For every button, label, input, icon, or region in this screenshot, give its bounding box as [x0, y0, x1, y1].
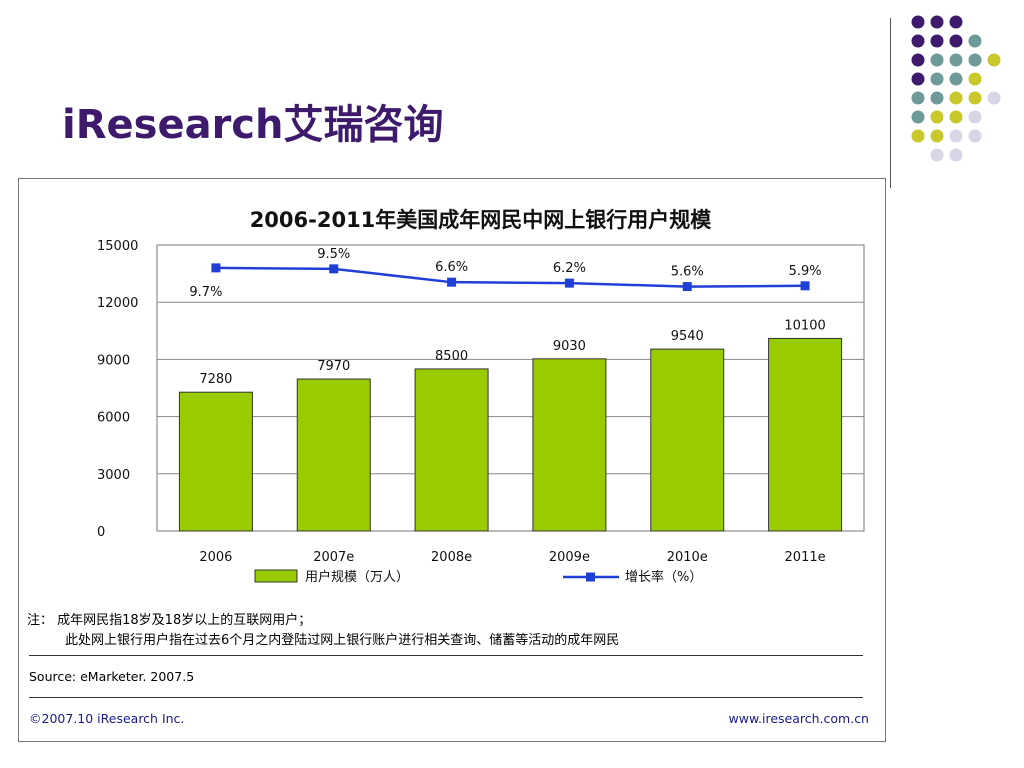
bar-value-label: 7970 [317, 359, 350, 374]
decorative-dot [968, 72, 982, 86]
note-line-1: 注： 成年网民指18岁及18岁以上的互联网用户； [27, 613, 312, 628]
bar-value-label: 9030 [553, 339, 586, 354]
decorative-dot [930, 91, 944, 105]
y-tick-label: 3000 [97, 468, 130, 483]
note-line-2: 此处网上银行用户指在过去6个月之内登陆过网上银行账户进行相关查询、储蓄等活动的成… [65, 633, 620, 648]
y-tick-label: 6000 [97, 411, 130, 426]
bar-value-label: 9540 [671, 329, 704, 344]
y-tick-label: 0 [97, 525, 105, 540]
decorative-dot [911, 110, 925, 124]
decorative-dot [968, 53, 982, 67]
growth-rate-label: 9.7% [189, 285, 222, 300]
growth-rate-marker [800, 281, 810, 291]
bar-value-label: 8500 [435, 349, 468, 364]
bar-value-label: 10100 [784, 318, 825, 333]
x-tick-label: 2008e [431, 550, 472, 565]
growth-rate-label: 5.9% [789, 264, 822, 279]
decorative-dot [911, 72, 925, 86]
decorative-dot [949, 15, 963, 29]
bar [650, 348, 725, 532]
growth-rate-label: 9.5% [317, 247, 350, 262]
legend-bar-label: 用户规模（万人） [305, 569, 409, 585]
growth-rate-marker [564, 278, 574, 288]
y-tick-label: 15000 [97, 239, 138, 254]
decorative-dot [987, 91, 1001, 105]
growth-rate-marker [682, 282, 692, 292]
bar [296, 378, 371, 532]
decorative-dot [930, 53, 944, 67]
growth-rate-marker [329, 264, 339, 274]
decorative-dot [930, 148, 944, 162]
decorative-dot [968, 91, 982, 105]
decorative-dot [930, 110, 944, 124]
footer-url: www.iresearch.com.cn [728, 711, 870, 726]
decorative-dot [911, 91, 925, 105]
slide-title: iResearch艾瑞咨询 [62, 102, 444, 148]
legend-bar-swatch [254, 569, 298, 583]
decorative-dot [949, 72, 963, 86]
decorative-dot [911, 34, 925, 48]
legend-line-marker [586, 572, 595, 582]
decorative-dot [949, 110, 963, 124]
decorative-dot [949, 34, 963, 48]
x-tick-label: 2009e [549, 550, 590, 565]
chart-panel: 2006-2011年美国成年网民中网上银行用户规模 0 3000 6000 9000 12… [18, 178, 886, 742]
decorative-dot [968, 110, 982, 124]
decorative-dot [911, 129, 925, 143]
decorative-dots [911, 15, 1001, 162]
decorative-dot [949, 91, 963, 105]
divider-line [890, 18, 891, 188]
x-tick-label: 2010e [667, 550, 708, 565]
growth-rate-label: 6.2% [553, 261, 586, 276]
y-tick-label: 12000 [97, 296, 138, 311]
decorative-dot [911, 53, 925, 67]
decorative-dot [930, 15, 944, 29]
decorative-dot [949, 148, 963, 162]
decorative-dot [987, 53, 1001, 67]
x-tick-label: 2007e [313, 550, 354, 565]
x-tick-label: 2006 [199, 550, 232, 565]
decorative-dot [968, 129, 982, 143]
bar-line-chart: 2006-2011年美国成年网民中网上银行用户规模 0 3000 6000 9000 12… [97, 208, 865, 585]
decorative-dot [968, 34, 982, 48]
chart-title: 2006-2011年美国成年网民中网上银行用户规模 [250, 208, 713, 232]
decorative-dot [949, 53, 963, 67]
legend-line-label: 增长率（%） [625, 569, 702, 585]
decorative-dot [930, 34, 944, 48]
decorative-dot [911, 15, 925, 29]
bar [178, 391, 253, 532]
bar [768, 337, 843, 532]
decorative-dot [930, 72, 944, 86]
growth-rate-marker [211, 263, 221, 273]
divider-rule-2 [29, 697, 863, 698]
plot-area [156, 244, 865, 532]
source-text: Source: eMarketer. 2007.5 [29, 669, 195, 684]
decorative-dot [949, 129, 963, 143]
growth-rate-label: 6.6% [435, 260, 468, 275]
growth-rate-line [215, 266, 806, 288]
bar [532, 358, 607, 532]
divider-rule-1 [29, 655, 863, 656]
growth-rate-label: 5.6% [671, 265, 704, 280]
decorative-dot [930, 129, 944, 143]
growth-rate-marker [447, 277, 457, 287]
bar-value-label: 7280 [199, 372, 232, 387]
copyright-text: ©2007.10 iResearch Inc. [29, 711, 185, 726]
x-tick-label: 2011e [785, 550, 826, 565]
y-tick-label: 9000 [97, 353, 130, 368]
bar [414, 368, 489, 532]
